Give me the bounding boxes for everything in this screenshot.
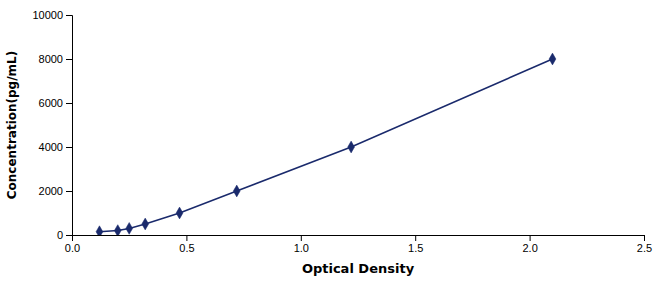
tick-label: 4000 bbox=[39, 141, 63, 153]
tick: 0.0 bbox=[65, 235, 80, 254]
x-axis-title: Optical Density bbox=[302, 261, 415, 276]
tick-label: 10000 bbox=[32, 9, 63, 21]
tick-label: 0.5 bbox=[179, 242, 194, 254]
axis-line bbox=[73, 236, 645, 242]
tick-label: 1.0 bbox=[294, 242, 309, 254]
tick-mark bbox=[66, 191, 72, 192]
marker bbox=[348, 141, 355, 153]
tick-mark bbox=[186, 235, 187, 241]
marker bbox=[126, 223, 133, 235]
tick: 0 bbox=[57, 229, 72, 241]
tick-mark bbox=[66, 103, 72, 104]
tick-mark bbox=[415, 235, 416, 241]
marker bbox=[549, 53, 556, 65]
tick: 6000 bbox=[39, 97, 72, 109]
marker bbox=[176, 207, 183, 219]
tick: 4000 bbox=[39, 141, 72, 153]
tick-label: 2000 bbox=[39, 185, 63, 197]
tick-mark bbox=[66, 15, 72, 16]
marker bbox=[114, 225, 121, 235]
tick-label: 8000 bbox=[39, 53, 63, 65]
tick: 2000 bbox=[39, 185, 72, 197]
tick-label: 2.0 bbox=[522, 242, 537, 254]
tick-mark bbox=[644, 235, 645, 241]
tick-label: 6000 bbox=[39, 97, 63, 109]
tick-mark bbox=[66, 235, 72, 236]
tick: 8000 bbox=[39, 53, 72, 65]
tick-mark bbox=[66, 147, 72, 148]
tick: 1.0 bbox=[294, 235, 309, 254]
y-axis-title: Concentration(pg/mL) bbox=[5, 51, 19, 199]
marker bbox=[142, 218, 149, 230]
y-axis: 0 2000 4000 6000 8000 10000 bbox=[32, 9, 72, 241]
tick: 0.5 bbox=[179, 235, 194, 254]
tick: 2.0 bbox=[522, 235, 537, 254]
tick-label: 0.0 bbox=[65, 242, 80, 254]
tick-mark bbox=[66, 59, 72, 60]
tick-mark bbox=[530, 235, 531, 241]
tick-mark bbox=[301, 235, 302, 241]
tick-label: 1.5 bbox=[408, 242, 423, 254]
plot: 0.0 0.5 1.0 1.5 2.0 2.5 0 2000 4000 6000 8000 10000 bbox=[32, 9, 652, 254]
tick-label: 2.5 bbox=[637, 242, 652, 254]
tick: 2.5 bbox=[637, 235, 652, 254]
marker bbox=[233, 185, 240, 197]
marker bbox=[96, 226, 103, 235]
chart: 0.0 0.5 1.0 1.5 2.0 2.5 0 2000 4000 6000 8000 10000… bbox=[0, 0, 668, 283]
x-axis: 0.0 0.5 1.0 1.5 2.0 2.5 bbox=[65, 235, 652, 254]
series bbox=[96, 53, 556, 235]
line bbox=[99, 59, 552, 232]
tick: 10000 bbox=[32, 9, 72, 21]
tick: 1.5 bbox=[408, 235, 423, 254]
tick-label: 0 bbox=[57, 229, 63, 241]
axis-line bbox=[66, 16, 73, 236]
